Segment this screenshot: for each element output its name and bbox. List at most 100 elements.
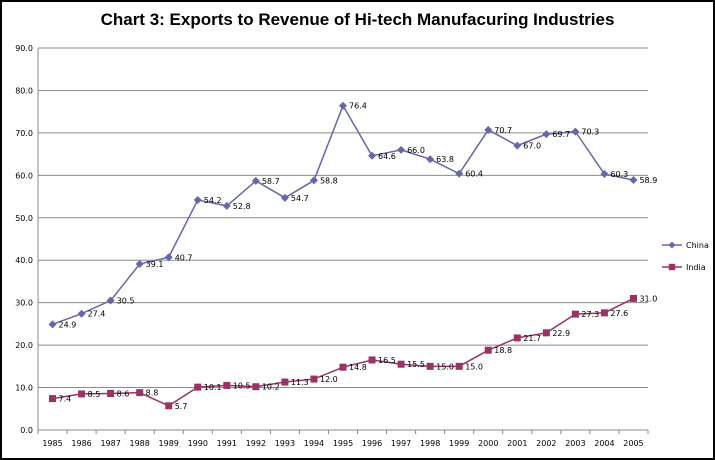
data-label: 22.9 (552, 329, 570, 338)
data-point (164, 253, 173, 262)
y-tick-label: 30.0 (15, 299, 33, 308)
data-label: 58.7 (262, 177, 280, 186)
x-tick-label: 1995 (333, 439, 353, 448)
data-point (600, 170, 609, 179)
x-tick-label: 2000 (478, 439, 498, 448)
data-point (136, 389, 144, 397)
data-point (571, 127, 580, 136)
y-tick-label: 70.0 (15, 129, 33, 138)
data-point (106, 296, 115, 305)
x-tick-label: 2003 (565, 439, 585, 448)
data-point (48, 320, 57, 329)
data-label: 8.5 (88, 390, 101, 399)
x-tick-label: 1989 (159, 439, 179, 448)
y-tick-label: 60.0 (15, 171, 33, 180)
data-label: 15.0 (436, 362, 454, 371)
data-label: 31.0 (639, 294, 657, 303)
data-point (107, 389, 115, 397)
data-point (368, 356, 376, 364)
x-tick-label: 2002 (536, 439, 556, 448)
data-point (280, 193, 289, 202)
data-point (309, 176, 318, 185)
x-tick-label: 1997 (391, 439, 411, 448)
data-label: 27.3 (581, 310, 599, 319)
data-label: 27.4 (88, 310, 106, 319)
data-point (629, 294, 637, 302)
data-label: 8.8 (146, 389, 159, 398)
data-point (165, 402, 173, 410)
legend-item-china: China (662, 241, 709, 250)
data-label: 60.4 (465, 170, 483, 179)
data-point (542, 329, 550, 337)
data-label: 58.9 (639, 176, 657, 185)
data-point (426, 155, 435, 164)
x-tick-label: 1999 (449, 439, 469, 448)
data-label: 16.5 (378, 356, 396, 365)
data-label: 15.5 (407, 360, 425, 369)
y-tick-label: 10.0 (15, 384, 33, 393)
data-label: 70.7 (494, 126, 512, 135)
data-point (77, 309, 86, 318)
data-point (78, 390, 86, 398)
data-label: 10.2 (262, 383, 280, 392)
data-point (310, 375, 318, 383)
data-label: 10.5 (233, 381, 251, 390)
legend-marker (668, 263, 676, 271)
y-tick-label: 40.0 (15, 256, 33, 265)
data-label: 66.0 (407, 146, 425, 155)
data-point (368, 151, 377, 160)
data-point (135, 260, 144, 269)
data-point (252, 383, 260, 391)
data-point (600, 309, 608, 317)
data-point (194, 383, 202, 391)
data-label: 54.2 (204, 196, 222, 205)
data-point (251, 176, 260, 185)
x-tick-label: 1985 (42, 439, 62, 448)
x-tick-label: 1987 (100, 439, 120, 448)
data-label: 7.4 (59, 395, 72, 404)
data-point (49, 395, 57, 403)
y-tick-label: 90.0 (15, 44, 33, 53)
x-tick-label: 1991 (217, 439, 237, 448)
data-label: 52.8 (233, 202, 251, 211)
x-tick-label: 1998 (420, 439, 440, 448)
data-point (426, 362, 434, 370)
series-india: 7.4 8.5 8.6 8.8 5.7 10.1 10.5 10.2 11.3 12.0 14.8 1… (49, 294, 657, 411)
series-line-china (52, 103, 634, 326)
legend-label: India (686, 263, 706, 272)
x-tick-label: 2004 (594, 439, 614, 448)
data-label: 69.7 (552, 130, 570, 139)
x-tick-label: 1986 (71, 439, 91, 448)
data-label: 39.1 (146, 260, 164, 269)
data-label: 63.8 (436, 155, 454, 164)
data-point (397, 360, 405, 368)
data-label: 11.3 (291, 378, 309, 387)
data-point (455, 362, 463, 370)
x-tick-label: 1992 (246, 439, 266, 448)
data-label: 64.6 (378, 152, 396, 161)
y-tick-label: 50.0 (15, 214, 33, 223)
data-label: 40.7 (175, 253, 193, 262)
x-tick-label: 1990 (188, 439, 208, 448)
data-point (339, 363, 347, 371)
y-tick-label: 80.0 (15, 86, 33, 95)
data-label: 12.0 (320, 375, 338, 384)
data-label: 10.1 (204, 383, 222, 392)
series-china: 24.9 27.4 30.5 39.1 40.7 54.2 52.8 58.7 54.7 58.8… (48, 101, 657, 329)
data-point (542, 130, 551, 139)
legend-marker (668, 241, 676, 249)
data-point (223, 381, 231, 389)
data-point (193, 195, 202, 204)
x-tick-label: 1993 (275, 439, 295, 448)
data-point (484, 125, 493, 134)
x-tick-label: 2005 (623, 439, 643, 448)
data-point (484, 346, 492, 354)
x-tick-label: 2001 (507, 439, 527, 448)
data-label: 60.3 (610, 170, 628, 179)
data-label: 27.6 (610, 309, 628, 318)
y-tick-label: 0.0 (20, 426, 33, 435)
data-label: 5.7 (175, 402, 188, 411)
data-point (513, 334, 521, 342)
